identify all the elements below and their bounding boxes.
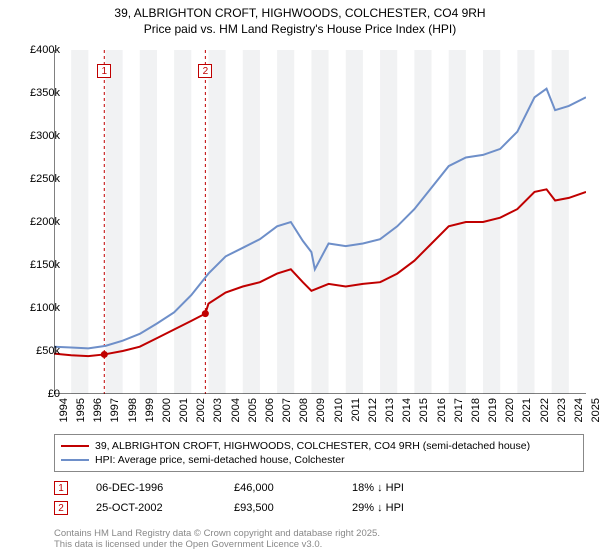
x-tick-label: 2024 (573, 398, 585, 422)
y-tick-label: £400k (10, 44, 60, 56)
chart-plot-area: 12 (54, 50, 586, 394)
sale-hpi-1: 29% ↓ HPI (352, 502, 472, 514)
y-tick-label: £100k (10, 302, 60, 314)
x-tick-label: 2010 (333, 398, 345, 422)
y-tick-label: £250k (10, 173, 60, 185)
sale-date-1: 25-OCT-2002 (96, 502, 206, 514)
x-tick-label: 2002 (195, 398, 207, 422)
x-tick-label: 2001 (178, 398, 190, 422)
sale-marker-icon-2: 2 (54, 501, 68, 515)
x-tick-label: 1996 (92, 398, 104, 422)
sales-row-1: 2 25-OCT-2002 £93,500 29% ↓ HPI (54, 498, 584, 518)
y-tick-label: £50k (10, 345, 60, 357)
attribution-block: Contains HM Land Registry data © Crown c… (54, 528, 584, 551)
x-tick-label: 1995 (75, 398, 87, 422)
legend-row-0: 39, ALBRIGHTON CROFT, HIGHWOODS, COLCHES… (61, 439, 577, 453)
x-tick-label: 2014 (401, 398, 413, 422)
x-tick-label: 2012 (367, 398, 379, 422)
x-tick-label: 2018 (470, 398, 482, 422)
x-tick-label: 2005 (247, 398, 259, 422)
legend-label-0: 39, ALBRIGHTON CROFT, HIGHWOODS, COLCHES… (95, 440, 530, 452)
plot-sale-marker-1: 1 (97, 64, 111, 78)
x-tick-label: 2019 (487, 398, 499, 422)
x-tick-label: 2016 (436, 398, 448, 422)
sale-date-0: 06-DEC-1996 (96, 482, 206, 494)
x-tick-label: 1994 (58, 398, 70, 422)
x-tick-label: 2011 (350, 398, 362, 422)
legend-row-1: HPI: Average price, semi-detached house,… (61, 453, 577, 467)
sale-price-0: £46,000 (234, 482, 324, 494)
x-tick-label: 1998 (127, 398, 139, 422)
x-tick-label: 2008 (298, 398, 310, 422)
y-tick-label: £300k (10, 130, 60, 142)
title-line2: Price paid vs. HM Land Registry's House … (0, 22, 600, 38)
legend-box: 39, ALBRIGHTON CROFT, HIGHWOODS, COLCHES… (54, 434, 584, 472)
x-tick-label: 2015 (418, 398, 430, 422)
x-tick-label: 2022 (539, 398, 551, 422)
title-line1: 39, ALBRIGHTON CROFT, HIGHWOODS, COLCHES… (0, 6, 600, 22)
x-tick-label: 2017 (453, 398, 465, 422)
sale-marker-num-1: 1 (58, 483, 64, 494)
legend-swatch-1 (61, 459, 89, 461)
x-tick-label: 2004 (230, 398, 242, 422)
attribution-line2: This data is licensed under the Open Gov… (54, 539, 584, 550)
legend-swatch-0 (61, 445, 89, 447)
sales-row-0: 1 06-DEC-1996 £46,000 18% ↓ HPI (54, 478, 584, 498)
x-tick-label: 2006 (264, 398, 276, 422)
x-tick-label: 2025 (590, 398, 600, 422)
y-tick-label: £200k (10, 216, 60, 228)
x-tick-label: 2000 (161, 398, 173, 422)
sale-marker-num-2: 2 (58, 503, 64, 514)
chart-container: 39, ALBRIGHTON CROFT, HIGHWOODS, COLCHES… (0, 0, 600, 560)
title-block: 39, ALBRIGHTON CROFT, HIGHWOODS, COLCHES… (0, 0, 600, 37)
x-tick-label: 2009 (315, 398, 327, 422)
x-tick-label: 2023 (556, 398, 568, 422)
plot-sale-marker-2: 2 (198, 64, 212, 78)
attribution-line1: Contains HM Land Registry data © Crown c… (54, 528, 584, 539)
x-tick-label: 2007 (281, 398, 293, 422)
x-tick-label: 1997 (109, 398, 121, 422)
x-tick-label: 2021 (521, 398, 533, 422)
chart-svg (54, 50, 586, 394)
x-tick-label: 1999 (144, 398, 156, 422)
sale-price-1: £93,500 (234, 502, 324, 514)
y-tick-label: £150k (10, 259, 60, 271)
x-tick-label: 2013 (384, 398, 396, 422)
legend-label-1: HPI: Average price, semi-detached house,… (95, 454, 345, 466)
y-tick-label: £0 (10, 388, 60, 400)
x-tick-label: 2003 (212, 398, 224, 422)
y-tick-label: £350k (10, 87, 60, 99)
sale-hpi-0: 18% ↓ HPI (352, 482, 472, 494)
sales-table: 1 06-DEC-1996 £46,000 18% ↓ HPI 2 25-OCT… (54, 478, 584, 518)
sale-marker-icon-1: 1 (54, 481, 68, 495)
x-tick-label: 2020 (504, 398, 516, 422)
